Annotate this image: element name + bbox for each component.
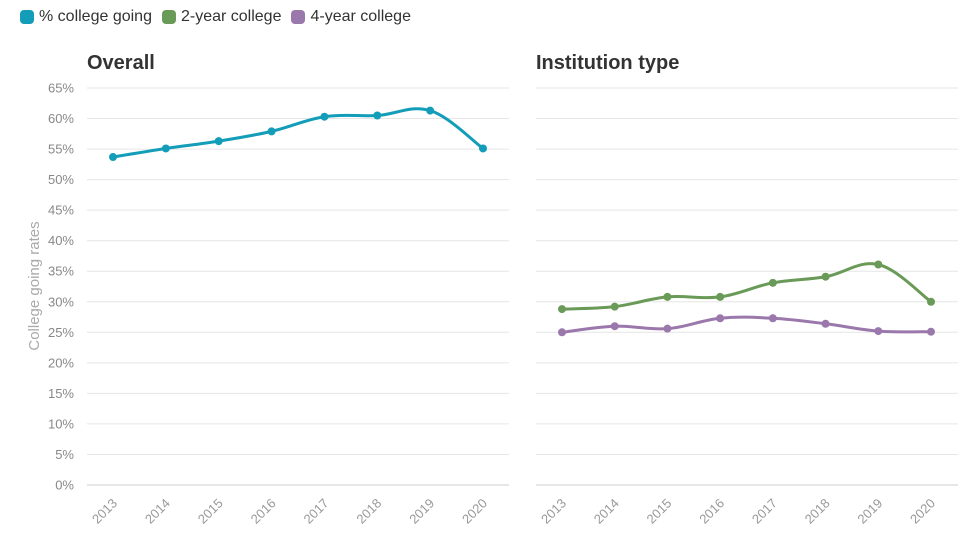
data-point[interactable] xyxy=(874,260,883,269)
x-tick-label: 2020 xyxy=(459,496,490,527)
panel-institution-type: 2013 2014 2015 2016 2017 2018 2019 2020 xyxy=(536,87,958,527)
legend-swatch-college-going xyxy=(20,10,34,24)
data-point[interactable] xyxy=(320,112,329,121)
data-point[interactable] xyxy=(663,324,672,333)
x-tick-label: 2019 xyxy=(406,496,437,527)
y-tick-label: 65% xyxy=(48,81,74,96)
data-point[interactable] xyxy=(373,111,382,120)
data-point[interactable] xyxy=(426,106,435,115)
data-point[interactable] xyxy=(927,297,935,306)
x-tick-label: 2015 xyxy=(643,496,674,527)
x-tick-label: 2018 xyxy=(353,496,384,527)
data-point[interactable] xyxy=(267,127,276,136)
series-line xyxy=(560,262,933,311)
legend-swatch-2-year xyxy=(161,10,176,24)
y-tick-label: 40% xyxy=(48,233,74,248)
data-point[interactable] xyxy=(161,144,170,153)
data-point[interactable] xyxy=(768,278,777,287)
data-point[interactable] xyxy=(716,292,725,301)
data-point[interactable] xyxy=(610,302,619,311)
data-point[interactable] xyxy=(109,153,117,162)
data-point[interactable] xyxy=(558,328,566,337)
y-tick-label: 25% xyxy=(48,325,74,340)
x-tick-label: 2016 xyxy=(248,496,279,527)
x-tick-label: 2017 xyxy=(300,496,331,527)
x-tick-label: 2014 xyxy=(591,496,622,527)
data-point[interactable] xyxy=(874,327,883,336)
x-tick-label: 2013 xyxy=(538,496,569,527)
x-tick-label: 2013 xyxy=(89,496,120,527)
data-point[interactable] xyxy=(610,322,619,331)
y-tick-label: 35% xyxy=(48,264,74,279)
data-point[interactable] xyxy=(558,305,566,314)
legend-label-2-year: 2-year college xyxy=(180,8,282,25)
data-point[interactable] xyxy=(716,314,725,323)
data-point[interactable] xyxy=(927,327,935,336)
x-tick-label: 2017 xyxy=(749,496,780,527)
y-tick-label: 20% xyxy=(48,355,74,370)
x-tick-label: 2015 xyxy=(195,496,226,527)
y-tick-label: 10% xyxy=(48,416,74,431)
x-tick-label: 2016 xyxy=(696,496,727,527)
x-tick-label: 2019 xyxy=(854,496,885,527)
data-point[interactable] xyxy=(663,292,672,301)
y-tick-label: 0% xyxy=(55,478,74,493)
legend-item-4-year[interactable]: 4-year college xyxy=(291,8,411,26)
y-tick-label: 45% xyxy=(48,203,74,218)
data-point[interactable] xyxy=(768,314,777,323)
legend: % college going 2-year college 4-year co… xyxy=(20,8,411,26)
legend-label-4-year: 4-year college xyxy=(310,8,411,25)
panel-overall: 0% 5% 10% 15% 20% 25% 30% 35% 40% 45% 50% 55% 60% 65%… xyxy=(48,81,509,527)
y-tick-label: 30% xyxy=(48,294,74,309)
panel-title-overall: Overall xyxy=(87,52,155,74)
legend-swatch-4-year xyxy=(291,10,306,24)
data-point[interactable] xyxy=(821,319,830,328)
y-axis-label: College going rates xyxy=(26,221,43,350)
x-tick-label: 2018 xyxy=(802,496,833,527)
x-tick-label: 2014 xyxy=(142,496,173,527)
y-tick-label: 50% xyxy=(48,172,74,187)
data-point[interactable] xyxy=(479,144,487,153)
y-tick-label: 15% xyxy=(48,386,74,401)
legend-label-college-going: % college going xyxy=(39,8,152,25)
panel-title-institution-type: Institution type xyxy=(536,52,679,74)
data-point[interactable] xyxy=(821,272,830,281)
series-line xyxy=(560,315,933,334)
y-tick-label: 60% xyxy=(48,111,74,126)
data-point[interactable] xyxy=(214,137,223,146)
legend-item-2-year[interactable]: 2-year college xyxy=(161,8,282,26)
x-tick-label: 2020 xyxy=(907,496,938,527)
y-tick-label: 5% xyxy=(55,447,74,462)
y-tick-label: 55% xyxy=(48,142,74,157)
legend-item-college-going[interactable]: % college going xyxy=(20,8,152,26)
